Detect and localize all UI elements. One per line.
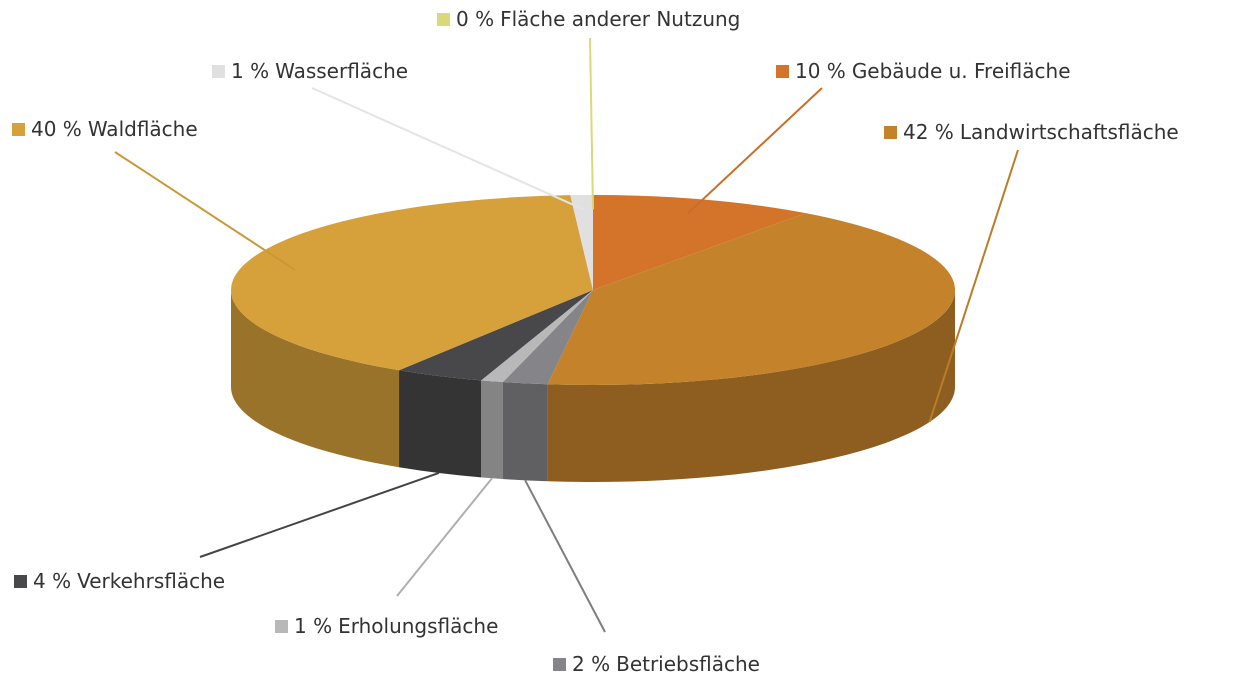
slice [547,213,955,385]
data-label-name: Erholungsfläche [338,614,498,638]
data-label-name: Betriebsfläche [616,652,760,676]
data-label-value: 4 % [33,569,71,593]
leader-line [687,87,823,214]
data-label-value: 42 % [903,120,954,144]
data-label-name: Verkehrsfläche [77,569,225,593]
slice [593,195,806,290]
data-label-name: Gebäude u. Freifläche [852,59,1071,83]
legend-swatch [12,123,25,136]
legend-swatch [553,658,566,671]
leader-line [114,151,296,271]
legend-swatch [14,575,27,588]
data-label: 42 % Landwirtschaftsfläche [903,120,1179,144]
data-label-name: Fläche anderer Nutzung [500,7,740,31]
data-label-value: 2 % [572,652,610,676]
legend-swatch [776,65,789,78]
data-label-value: 10 % [795,59,846,83]
slice-side [481,380,503,480]
data-label: 10 % Gebäude u. Freifläche [795,59,1071,83]
slice [570,195,593,290]
data-label: 40 % Waldfläche [31,117,198,141]
data-label-name: Wasserfläche [275,59,408,83]
data-label: 4 % Verkehrsfläche [33,569,225,593]
data-label: 2 % Betriebsfläche [572,652,760,676]
legend-swatch [275,620,288,633]
data-label-value: 40 % [31,117,82,141]
slice-side [230,290,400,468]
leader-line [311,87,584,211]
data-label: 1 % Wasserfläche [231,59,408,83]
data-label-value: 1 % [231,59,269,83]
slice-side [547,290,955,482]
leader-line [524,479,606,633]
data-label-name: Waldfläche [88,117,198,141]
slice [230,195,593,371]
slice-side [399,370,482,478]
data-label-name: Landwirtschaftsfläche [960,120,1179,144]
data-label: 1 % Erholungsfläche [294,614,498,638]
leader-line [589,37,594,210]
legend-swatch [437,13,450,26]
slice [481,290,593,383]
leader-line [199,472,440,558]
data-label-value: 1 % [294,614,332,638]
data-label-value: 0 % [456,7,494,31]
leader-line [396,477,493,597]
slice [502,290,593,385]
leader-line [928,149,1019,423]
slice-side [502,382,548,482]
slice [399,290,593,381]
data-label: 0 % Fläche anderer Nutzung [456,7,740,31]
legend-swatch [884,126,897,139]
legend-swatch [212,65,225,78]
